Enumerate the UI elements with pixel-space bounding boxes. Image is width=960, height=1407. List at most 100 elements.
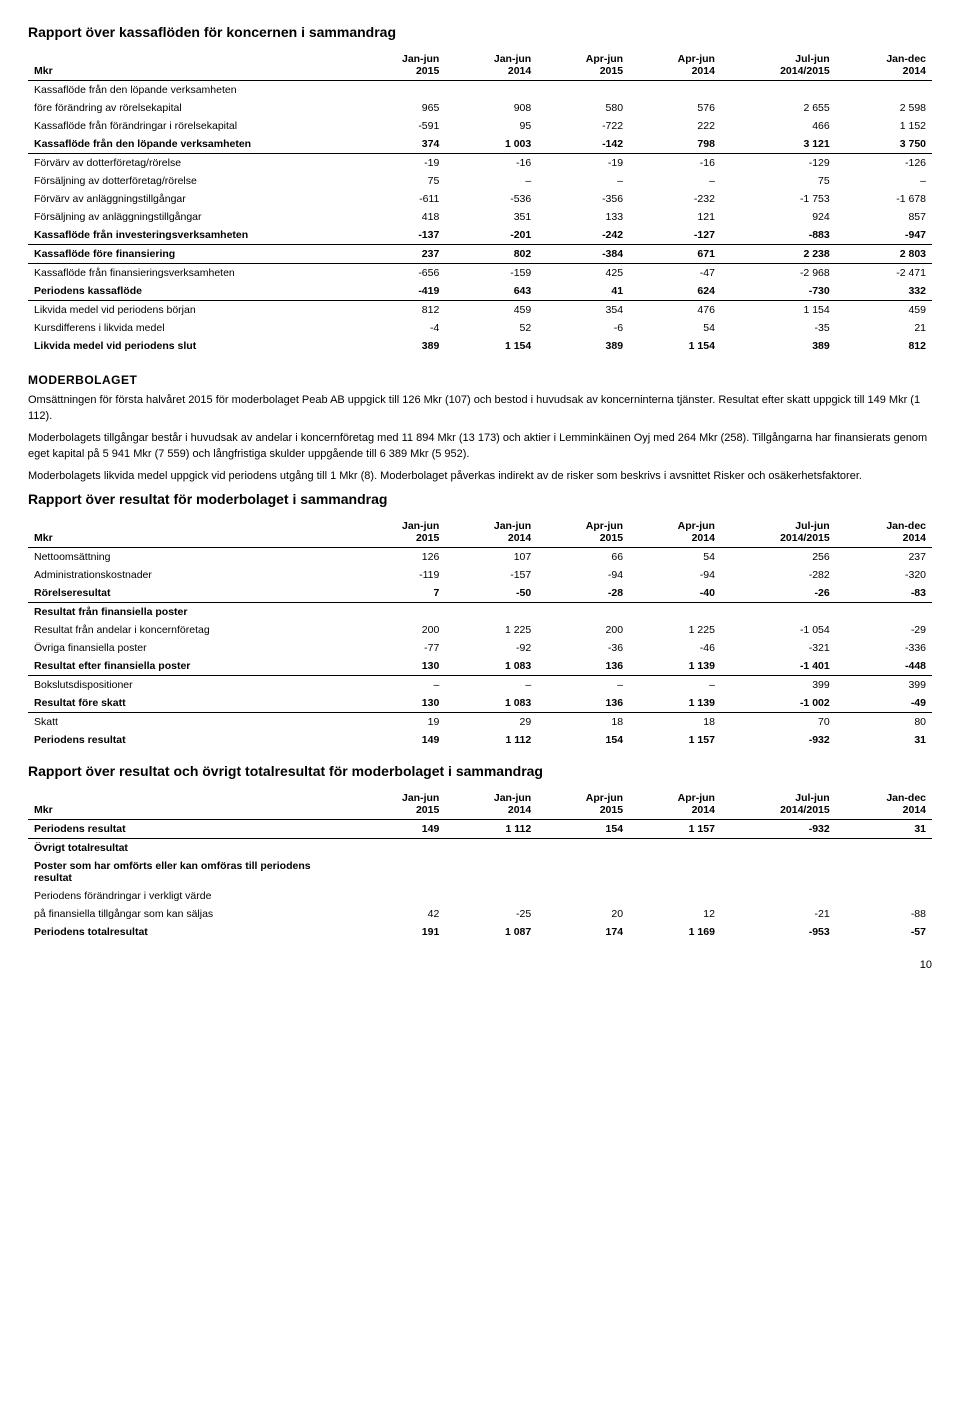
cell-value — [629, 857, 721, 887]
cell-value: 41 — [537, 282, 629, 301]
cell-value: 425 — [537, 264, 629, 283]
table-row: Periodens kassaflöde-41964341624-730332 — [28, 282, 932, 301]
row-label: Skatt — [28, 712, 353, 731]
cell-value — [353, 81, 445, 100]
cell-value — [721, 602, 836, 621]
cell-value: -1 002 — [721, 694, 836, 713]
cell-value: 624 — [629, 282, 721, 301]
cell-value: -35 — [721, 319, 836, 337]
row-label: Resultat efter finansiella poster — [28, 657, 353, 676]
row-label: Likvida medel vid periodens slut — [28, 337, 353, 355]
cell-value: – — [629, 172, 721, 190]
col-period: Apr-jun2014 — [629, 789, 721, 820]
cell-value: -953 — [721, 923, 836, 941]
cell-value: 95 — [445, 117, 537, 135]
table-row: Periodens totalresultat1911 0871741 169-… — [28, 923, 932, 941]
cell-value — [537, 81, 629, 100]
row-label: Kursdifferens i likvida medel — [28, 319, 353, 337]
row-label: före förändring av rörelsekapital — [28, 99, 353, 117]
cell-value: 576 — [629, 99, 721, 117]
cell-value: -19 — [353, 154, 445, 173]
cell-value: 908 — [445, 99, 537, 117]
cell-value: 399 — [836, 675, 932, 694]
cell-value: 3 750 — [836, 135, 932, 154]
cell-value: -129 — [721, 154, 836, 173]
cell-value: 154 — [537, 731, 629, 749]
cell-value — [537, 887, 629, 905]
cell-value: -947 — [836, 226, 932, 245]
row-label: Resultat från andelar i koncernföretag — [28, 621, 353, 639]
table2-title: Rapport över resultat för moderbolaget i… — [28, 491, 932, 507]
cell-value — [721, 887, 836, 905]
cell-value: 75 — [353, 172, 445, 190]
cell-value — [353, 887, 445, 905]
cell-value: -57 — [836, 923, 932, 941]
cell-value: 200 — [353, 621, 445, 639]
cell-value: -36 — [537, 639, 629, 657]
table-row: Periodens resultat1491 1121541 157-93231 — [28, 731, 932, 749]
table-row: Administrationskostnader-119-157-94-94-2… — [28, 566, 932, 584]
cell-value: 149 — [353, 731, 445, 749]
col-period: Jan-dec2014 — [836, 517, 932, 548]
table-row: Resultat från finansiella poster — [28, 602, 932, 621]
cell-value — [629, 887, 721, 905]
cell-value: -21 — [721, 905, 836, 923]
cell-value — [537, 602, 629, 621]
cell-value: 1 112 — [445, 819, 537, 838]
table3-title: Rapport över resultat och övrigt totalre… — [28, 763, 932, 779]
row-label: Kassaflöde från investeringsverksamheten — [28, 226, 353, 245]
cell-value: -47 — [629, 264, 721, 283]
table-row: Försäljning av anläggningstillgångar4183… — [28, 208, 932, 226]
row-label: Administrationskostnader — [28, 566, 353, 584]
cell-value: 1 139 — [629, 657, 721, 676]
cell-value: -77 — [353, 639, 445, 657]
cell-value — [445, 857, 537, 887]
cell-value: 54 — [629, 547, 721, 566]
cell-value: 256 — [721, 547, 836, 566]
cell-value — [721, 857, 836, 887]
table-row: Bokslutsdispositioner––––399399 — [28, 675, 932, 694]
cell-value — [629, 602, 721, 621]
cell-value: -119 — [353, 566, 445, 584]
cell-value — [836, 838, 932, 857]
cell-value: 149 — [353, 819, 445, 838]
row-label: Kassaflöde från förändringar i rörelseka… — [28, 117, 353, 135]
cell-value: 1 003 — [445, 135, 537, 154]
cell-value: 812 — [836, 337, 932, 355]
cell-value: -932 — [721, 731, 836, 749]
cell-value: 2 238 — [721, 245, 836, 264]
cell-value: -4 — [353, 319, 445, 337]
cell-value: -94 — [537, 566, 629, 584]
cell-value — [836, 602, 932, 621]
table-row: Kassaflöde från investeringsverksamheten… — [28, 226, 932, 245]
cell-value: 1 112 — [445, 731, 537, 749]
cell-value: -232 — [629, 190, 721, 208]
page-number: 10 — [28, 959, 932, 971]
cell-value: -16 — [629, 154, 721, 173]
table-row: Försäljning av dotterföretag/rörelse75––… — [28, 172, 932, 190]
cell-value: -384 — [537, 245, 629, 264]
cell-value: 130 — [353, 694, 445, 713]
cell-value: 107 — [445, 547, 537, 566]
cell-value: 42 — [353, 905, 445, 923]
cell-value: 174 — [537, 923, 629, 941]
table-row: på finansiella tillgångar som kan säljas… — [28, 905, 932, 923]
cell-value: 1 225 — [445, 621, 537, 639]
table-row: Likvida medel vid periodens slut389 1 154… — [28, 337, 932, 355]
cell-value: 20 — [537, 905, 629, 923]
table-total: MkrJan-jun2015Jan-jun2014Apr-jun2015Apr-… — [28, 789, 932, 941]
cell-value: 476 — [629, 301, 721, 320]
moderbolaget-heading: MODERBOLAGET — [28, 373, 932, 387]
cell-value — [445, 838, 537, 857]
cell-value — [836, 81, 932, 100]
cell-value: 459 — [836, 301, 932, 320]
cell-value: 1 083 — [445, 657, 537, 676]
cell-value: -50 — [445, 584, 537, 603]
col-period: Jul-jun2014/2015 — [721, 50, 836, 81]
cell-value: 389 — [353, 337, 445, 355]
col-period: Jan-jun2014 — [445, 517, 537, 548]
cell-value: 857 — [836, 208, 932, 226]
row-label: Bokslutsdispositioner — [28, 675, 353, 694]
cell-value: 1 154 — [629, 337, 721, 355]
col-period: Jan-jun2015 — [353, 789, 445, 820]
